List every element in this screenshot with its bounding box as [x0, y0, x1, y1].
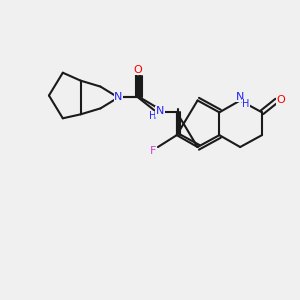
Text: F: F: [150, 146, 156, 156]
Text: N: N: [156, 106, 164, 116]
Text: O: O: [276, 95, 285, 106]
Text: H: H: [242, 99, 250, 110]
Text: N: N: [236, 92, 244, 101]
Text: O: O: [134, 65, 142, 75]
Text: H: H: [149, 111, 157, 121]
Text: N: N: [114, 92, 122, 103]
